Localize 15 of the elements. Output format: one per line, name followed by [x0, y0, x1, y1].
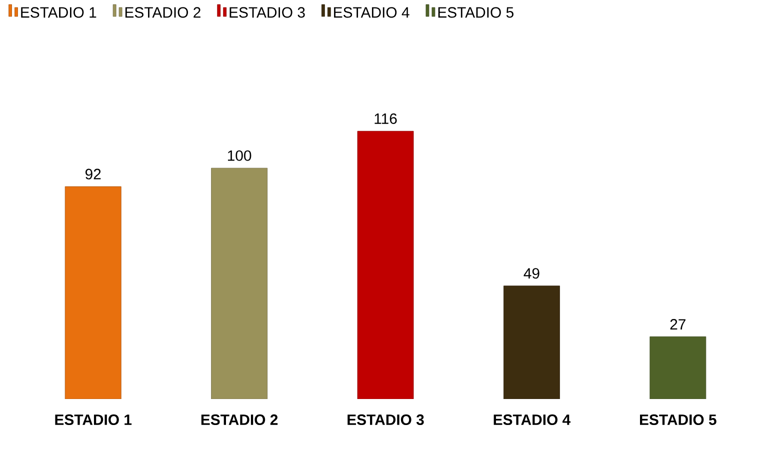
- x-tick-label: ESTADIO 5: [640, 414, 716, 426]
- data-label: 27: [670, 319, 686, 330]
- x-tick-label: ESTADIO 4: [494, 414, 571, 426]
- data-label: 49: [524, 268, 540, 279]
- legend-label: ESTADIO 4: [334, 7, 410, 18]
- legend-label: ESTADIO 1: [21, 7, 96, 18]
- legend-label: ESTADIO 5: [438, 7, 514, 18]
- legend-label: ESTADIO 3: [230, 7, 305, 18]
- legend-label: ESTADIO 2: [125, 7, 200, 18]
- x-tick-label: ESTADIO 3: [348, 414, 424, 426]
- data-label: 100: [228, 150, 252, 161]
- data-label: 92: [85, 168, 101, 180]
- x-tick-label: ESTADIO 2: [201, 414, 278, 426]
- x-tick-label: ESTADIO 1: [55, 414, 132, 426]
- data-label: 116: [374, 113, 397, 124]
